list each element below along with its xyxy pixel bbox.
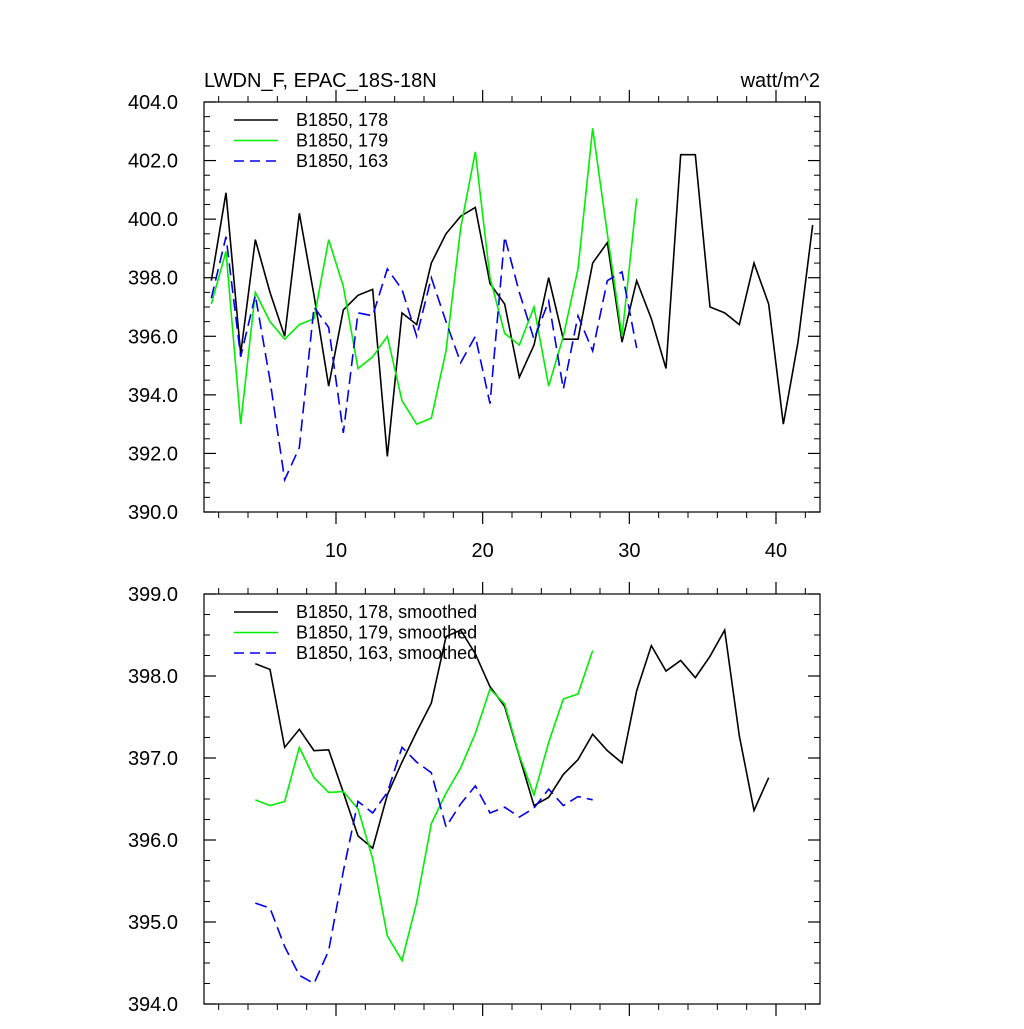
top-legend-label: B1850, 163 <box>296 151 388 171</box>
top-y-tick-label: 394.0 <box>128 385 178 407</box>
top-panel: LWDN_F, EPAC_18S-18N watt/m^2 390.0 392.… <box>128 70 821 562</box>
bottom-y-tick-label: 395.0 <box>128 912 178 934</box>
top-legend-label: B1850, 179 <box>296 131 388 151</box>
bottom-y-tick-label: 396.0 <box>128 830 178 852</box>
bottom-series-lines <box>255 627 770 985</box>
top-chart-units: watt/m^2 <box>740 70 820 92</box>
bottom-series-line-3 <box>255 745 593 985</box>
top-x-tick-label: 20 <box>472 540 494 562</box>
top-x-tick-label: 30 <box>618 540 640 562</box>
top-y-tick-label: 402.0 <box>128 151 178 173</box>
top-series-line-2 <box>210 128 638 426</box>
bottom-y-tick-label: 398.0 <box>128 666 178 688</box>
bottom-panel: 394.0 395.0 396.0 397.0 398.0 399.0 B185… <box>128 582 821 1016</box>
top-series-line-3 <box>210 236 638 483</box>
bottom-y-tick-labels: 394.0 395.0 396.0 397.0 398.0 399.0 <box>128 584 178 1016</box>
top-y-tick-label: 396.0 <box>128 326 178 348</box>
top-series-line-1 <box>210 153 814 457</box>
bottom-y-tick-label: 394.0 <box>128 994 178 1016</box>
top-y-tick-label: 398.0 <box>128 268 178 290</box>
bottom-series-line-2 <box>255 650 594 963</box>
bottom-y-tick-label: 397.0 <box>128 748 178 770</box>
top-y-tick-label: 390.0 <box>128 502 178 524</box>
top-plot-frame <box>203 101 821 513</box>
bottom-legend-label: B1850, 179, smoothed <box>296 623 477 643</box>
top-x-tick-label: 40 <box>765 540 787 562</box>
bottom-plot-frame <box>203 593 821 1005</box>
bottom-axis-ticks <box>204 582 820 1016</box>
top-x-tick-label: 10 <box>325 540 347 562</box>
bottom-legend: B1850, 178, smoothed B1850, 179, smoothe… <box>234 602 477 663</box>
top-y-tick-label: 392.0 <box>128 443 178 465</box>
top-chart-title: LWDN_F, EPAC_18S-18N <box>204 70 437 92</box>
top-axis-ticks <box>204 90 820 524</box>
top-series-lines <box>210 128 814 483</box>
top-y-tick-label: 400.0 <box>128 209 178 231</box>
top-y-tick-label: 404.0 <box>128 92 178 114</box>
bottom-y-tick-label: 399.0 <box>128 584 178 606</box>
top-legend-label: B1850, 178 <box>296 110 388 130</box>
top-y-tick-labels: 390.0 392.0 394.0 396.0 398.0 400.0 402.… <box>128 92 178 524</box>
top-x-tick-labels: 10 20 30 40 <box>325 540 787 562</box>
bottom-legend-label: B1850, 163, smoothed <box>296 643 477 663</box>
bottom-legend-label: B1850, 178, smoothed <box>296 602 477 622</box>
top-legend: B1850, 178 B1850, 179 B1850, 163 <box>234 110 388 171</box>
